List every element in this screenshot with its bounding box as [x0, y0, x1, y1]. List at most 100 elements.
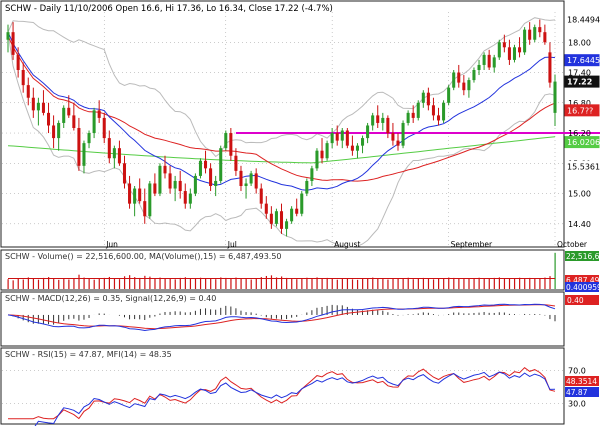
volume-bar [351, 279, 354, 289]
candle-body [350, 145, 354, 151]
price-badge-label: 16.7?? [567, 106, 593, 115]
volume-bar [32, 278, 35, 289]
volume-bar [108, 276, 110, 289]
volume-bar [179, 277, 181, 289]
date-label: Jul [227, 240, 237, 249]
candle-body [41, 102, 45, 113]
volume-bar [463, 279, 465, 289]
candle-body [82, 143, 86, 166]
candle-body [371, 115, 375, 126]
volume-bar [438, 278, 440, 289]
candle-body [497, 42, 501, 58]
price-badge-label: 17.22 [567, 78, 592, 87]
rsi-badge-label: 47.87 [566, 388, 588, 397]
volume-bar [503, 278, 506, 289]
volume-bar [468, 278, 470, 289]
volume-bar [275, 277, 278, 289]
volume-bar [189, 279, 192, 289]
volume-panel-frame [0, 249, 565, 291]
volume-label: SCHW - Volume() = 22,516,600.00, MA(Volu… [5, 252, 282, 261]
volume-bar [215, 279, 217, 289]
volume-bar [524, 279, 526, 289]
volume-bar [53, 279, 55, 289]
candle-body [254, 173, 258, 189]
candle-body [198, 160, 202, 176]
volume-bar [149, 276, 151, 289]
candle-body [204, 160, 208, 169]
volume-bar [422, 277, 425, 289]
candle-body [274, 211, 278, 224]
candle-body [279, 211, 284, 229]
candle-body [376, 115, 380, 123]
volume-bar [12, 280, 14, 289]
price-tick-label: 15.00 [568, 190, 591, 199]
candle-body [173, 180, 177, 189]
volume-bar [407, 277, 409, 289]
volume-bar [539, 278, 541, 289]
volume-bar [382, 279, 384, 289]
date-label: September [451, 240, 493, 249]
volume-bar [220, 277, 222, 289]
candle-body [457, 72, 461, 83]
candle-body [320, 150, 324, 159]
candle-body [335, 133, 339, 141]
candle-body [355, 145, 359, 151]
candle-body [148, 183, 152, 217]
candle-body [77, 128, 81, 166]
volume-bar [397, 278, 399, 289]
candle-body [442, 102, 446, 121]
candle-body [518, 47, 522, 53]
volume-bar [321, 278, 323, 289]
candle-body [57, 122, 61, 139]
candle-body [153, 183, 157, 194]
candle-body [325, 143, 329, 159]
candlesticks [6, 19, 557, 237]
volume-bar [93, 279, 95, 289]
price-badge [564, 54, 600, 67]
candle-body [107, 138, 111, 159]
volume-bar [265, 275, 268, 289]
volume-bar [362, 278, 364, 289]
volume-bar [473, 278, 475, 289]
volume-bar [37, 279, 40, 289]
volume-bar [458, 278, 460, 289]
volume-bar [296, 279, 298, 289]
candle-body [193, 175, 197, 194]
rsi-badge [565, 376, 599, 386]
price-tick-label: 17.40 [568, 69, 591, 78]
volume-bar [377, 278, 379, 289]
candle-body [224, 133, 228, 149]
candle-body [102, 117, 106, 139]
candle-body [416, 102, 420, 118]
price-panel: 18.0017.4016.8016.2015.6015.0014.40JunJu… [0, 0, 600, 249]
volume-badge-label: 22,516,60 [566, 252, 600, 261]
candle-body [133, 188, 137, 204]
volume-bar [331, 278, 333, 289]
volume-bar [367, 278, 369, 289]
price-badge-label: 16.0206 [567, 138, 600, 147]
volume-badge [565, 275, 599, 285]
candle-body [467, 80, 471, 91]
price-badge [564, 75, 600, 88]
candle-body [512, 47, 517, 60]
volume-bar [432, 279, 435, 289]
macd-lines [7, 303, 556, 332]
candle-body [472, 70, 476, 81]
volume-bar [164, 278, 166, 289]
candle-body [285, 221, 289, 229]
mfi-line [8, 367, 556, 420]
rsi-line [34, 371, 556, 426]
candle-body [234, 155, 238, 171]
price-badge [565, 161, 599, 173]
volume-bar [356, 279, 359, 289]
volume-bar [260, 277, 262, 289]
volume-bar [210, 278, 212, 289]
candle-body [92, 110, 96, 134]
candle-body [477, 64, 481, 70]
candle-body [229, 133, 233, 156]
volume-bar [7, 279, 9, 289]
candle-body [543, 32, 547, 43]
candle-body [431, 105, 435, 116]
candle-body [396, 140, 400, 146]
date-label: October [557, 240, 588, 249]
